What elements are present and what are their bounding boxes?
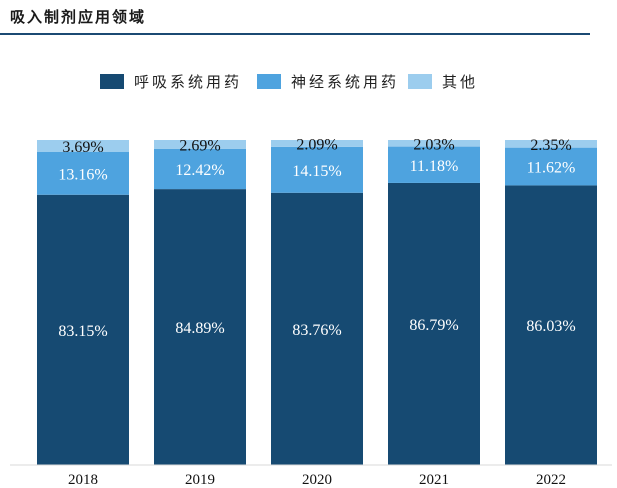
bar-other-2022 [505,140,597,148]
data-label-other-2022: 2.35% [530,137,571,154]
bar-respiratory-2021 [388,182,480,465]
bar-neurological-2020 [271,146,363,193]
legend-swatch-neurological [257,73,281,89]
title-divider [0,33,590,35]
bar-neurological-2018 [37,151,129,195]
bar-other-2020 [271,140,363,147]
bar-other-2021 [388,140,480,147]
data-label-neurological-2022: 11.62% [527,160,576,177]
bar-neurological-2021 [388,146,480,183]
legend-label-respiratory: 呼吸系统用药 [134,72,243,91]
legend-swatch-other [408,73,432,89]
data-label-neurological-2018: 13.16% [58,166,107,183]
bar-respiratory-2019 [154,189,246,466]
x-tick-2019: 2019 [185,472,215,488]
chart-title: 吸入制剂应用领域 [10,8,147,26]
legend-label-neurological: 神经系统用药 [291,72,400,91]
legend-label-other: 其他 [442,72,479,91]
data-label-neurological-2019: 12.42% [175,162,224,179]
x-tick-2020: 2020 [302,472,332,488]
data-label-respiratory-2018: 83.15% [58,323,107,340]
bar-respiratory-2022 [505,185,597,465]
x-tick-2021: 2021 [419,472,449,488]
legend-item-neurological: 神经系统用药 [257,70,399,92]
data-label-other-2021: 2.03% [413,136,454,153]
data-label-respiratory-2020: 83.76% [292,322,341,339]
bar-other-2018 [37,140,129,152]
legend: 呼吸系统用药 神经系统用药 其他 [0,70,617,92]
data-label-respiratory-2021: 86.79% [409,317,458,334]
x-tick-2022: 2022 [536,472,566,488]
bar-neurological-2019 [154,148,246,190]
legend-swatch-respiratory [100,73,124,89]
bar-respiratory-2020 [271,192,363,465]
legend-item-other: 其他 [408,70,478,92]
data-label-respiratory-2022: 86.03% [526,318,575,335]
data-label-respiratory-2019: 84.89% [175,320,224,337]
legend-item-respiratory: 呼吸系统用药 [100,70,242,92]
x-tick-2018: 2018 [68,472,98,488]
data-label-other-2019: 2.69% [179,137,220,154]
bar-respiratory-2018 [37,194,129,465]
data-label-other-2020: 2.09% [296,136,337,153]
bar-other-2019 [154,140,246,149]
data-label-neurological-2020: 14.15% [292,163,341,180]
data-label-neurological-2021: 11.18% [410,158,459,175]
data-label-other-2018: 3.69% [62,139,103,156]
bar-neurological-2022 [505,147,597,186]
